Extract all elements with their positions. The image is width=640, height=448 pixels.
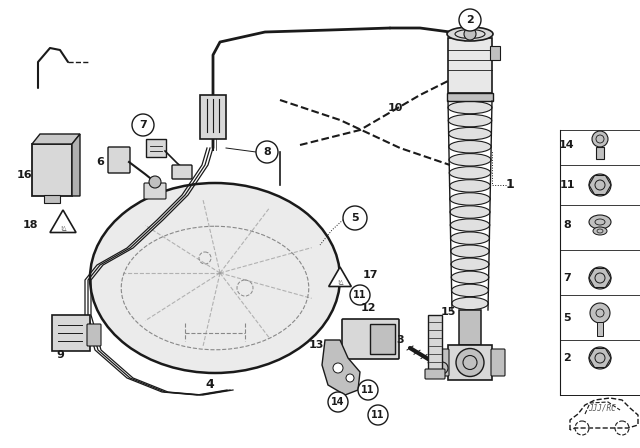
Circle shape: [436, 362, 448, 374]
Circle shape: [346, 374, 354, 382]
FancyBboxPatch shape: [370, 324, 395, 354]
Circle shape: [589, 267, 611, 289]
Ellipse shape: [452, 297, 488, 310]
FancyBboxPatch shape: [44, 195, 60, 203]
Circle shape: [368, 405, 388, 425]
Text: 2: 2: [563, 353, 571, 363]
FancyBboxPatch shape: [108, 147, 130, 173]
Circle shape: [149, 176, 161, 188]
Ellipse shape: [451, 258, 489, 271]
Circle shape: [358, 380, 378, 400]
Text: 2: 2: [466, 15, 474, 25]
Polygon shape: [32, 134, 80, 144]
FancyBboxPatch shape: [448, 345, 492, 380]
Circle shape: [589, 347, 611, 369]
Ellipse shape: [449, 141, 492, 153]
Polygon shape: [72, 134, 80, 196]
Circle shape: [333, 363, 343, 373]
Text: 11: 11: [353, 290, 367, 300]
Circle shape: [350, 285, 370, 305]
FancyBboxPatch shape: [87, 324, 101, 346]
Text: 11: 11: [361, 385, 375, 395]
Text: 14: 14: [559, 140, 575, 150]
Text: !△: !△: [60, 225, 67, 230]
Circle shape: [464, 28, 476, 40]
FancyBboxPatch shape: [490, 46, 500, 60]
Ellipse shape: [450, 219, 490, 231]
Ellipse shape: [449, 154, 491, 166]
FancyBboxPatch shape: [200, 95, 226, 139]
FancyBboxPatch shape: [491, 349, 505, 376]
Ellipse shape: [90, 183, 340, 373]
FancyBboxPatch shape: [597, 322, 603, 336]
Text: 12: 12: [360, 303, 376, 313]
Polygon shape: [322, 340, 360, 395]
Ellipse shape: [449, 127, 492, 140]
Polygon shape: [329, 267, 351, 287]
Circle shape: [328, 392, 348, 412]
Text: 16: 16: [16, 170, 32, 180]
FancyBboxPatch shape: [459, 310, 481, 345]
Text: 13: 13: [308, 340, 324, 350]
FancyBboxPatch shape: [596, 147, 604, 159]
Text: 8: 8: [563, 220, 571, 230]
Text: 15: 15: [440, 307, 456, 317]
FancyBboxPatch shape: [425, 369, 445, 379]
Text: 4: 4: [205, 379, 214, 392]
Circle shape: [459, 9, 481, 31]
Text: 10: 10: [387, 103, 403, 113]
Text: 14: 14: [332, 397, 345, 407]
Ellipse shape: [589, 215, 611, 229]
Circle shape: [132, 114, 154, 136]
FancyBboxPatch shape: [435, 349, 449, 376]
Ellipse shape: [451, 232, 490, 244]
Text: 6: 6: [96, 157, 104, 167]
Circle shape: [589, 174, 611, 196]
Ellipse shape: [450, 193, 490, 205]
Text: 17: 17: [362, 270, 378, 280]
FancyBboxPatch shape: [342, 319, 399, 359]
Ellipse shape: [449, 167, 491, 179]
Ellipse shape: [448, 101, 492, 114]
Ellipse shape: [449, 180, 490, 192]
Text: 7: 7: [139, 120, 147, 130]
Text: 7: 7: [563, 273, 571, 283]
Circle shape: [590, 303, 610, 323]
Polygon shape: [50, 210, 76, 233]
Text: 11: 11: [559, 180, 575, 190]
Ellipse shape: [593, 227, 607, 235]
Text: 9: 9: [56, 350, 64, 360]
Text: 18: 18: [22, 220, 38, 230]
Ellipse shape: [447, 27, 493, 41]
Circle shape: [343, 206, 367, 230]
Text: 11: 11: [371, 410, 385, 420]
FancyBboxPatch shape: [428, 315, 442, 375]
Text: JJJ/RC: JJJ/RC: [588, 404, 616, 413]
Ellipse shape: [451, 271, 489, 284]
FancyBboxPatch shape: [32, 144, 72, 196]
Text: 3: 3: [396, 335, 404, 345]
Ellipse shape: [451, 245, 489, 258]
FancyBboxPatch shape: [172, 165, 192, 179]
Ellipse shape: [450, 206, 490, 218]
Circle shape: [456, 349, 484, 376]
FancyBboxPatch shape: [447, 93, 493, 101]
FancyBboxPatch shape: [52, 315, 90, 351]
FancyBboxPatch shape: [448, 38, 492, 93]
Text: 5: 5: [351, 213, 359, 223]
Text: !△: !△: [337, 280, 343, 284]
Ellipse shape: [448, 114, 492, 127]
FancyBboxPatch shape: [146, 139, 166, 157]
Ellipse shape: [451, 284, 488, 297]
Circle shape: [592, 131, 608, 147]
Circle shape: [256, 141, 278, 163]
Text: 5: 5: [563, 313, 571, 323]
Text: 1: 1: [506, 178, 515, 191]
Text: 8: 8: [263, 147, 271, 157]
FancyBboxPatch shape: [144, 183, 166, 199]
